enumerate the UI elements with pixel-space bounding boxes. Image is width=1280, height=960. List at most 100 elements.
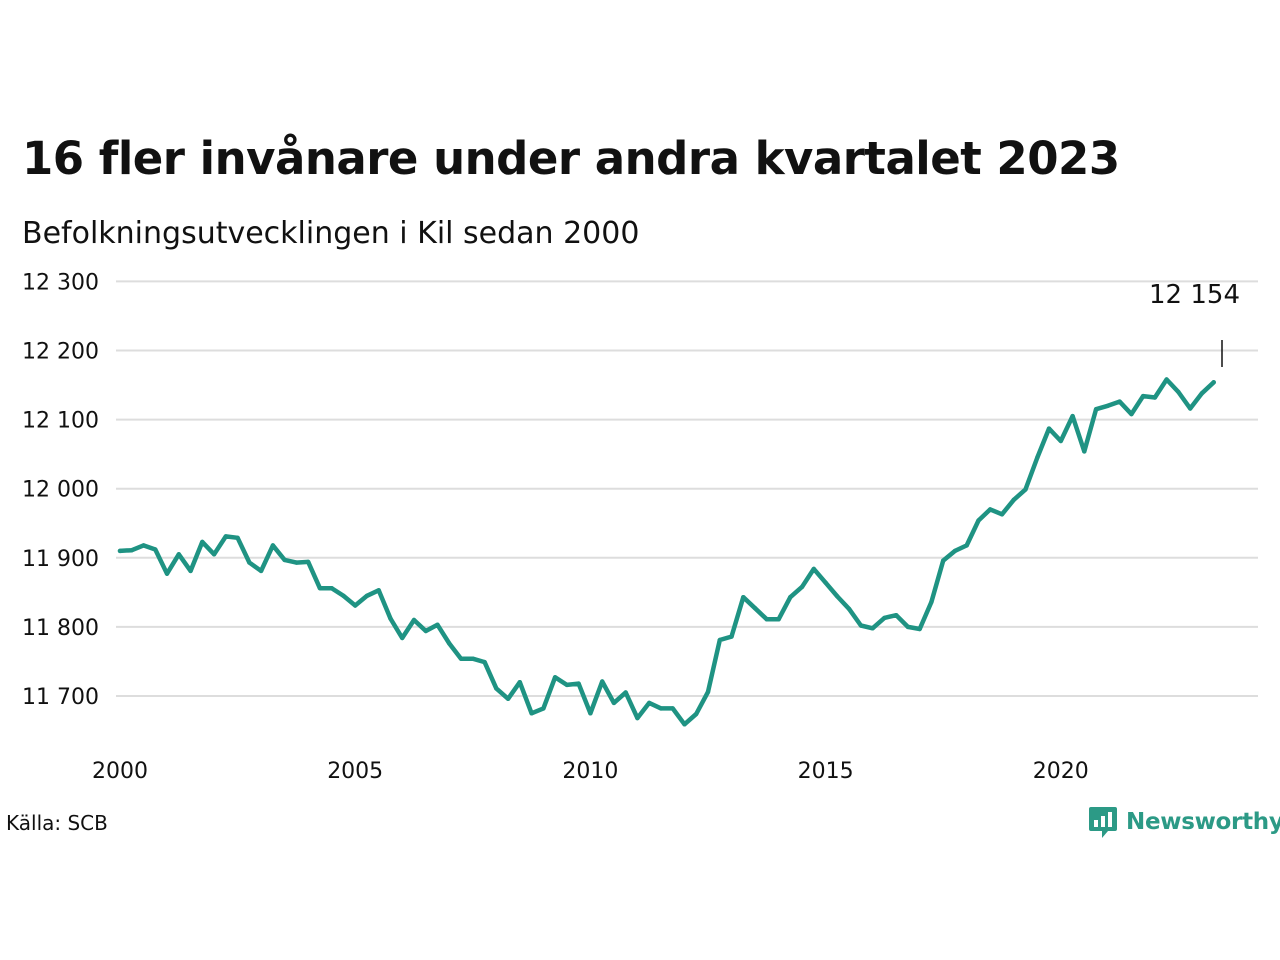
data-point <box>176 552 181 557</box>
data-point <box>341 593 346 598</box>
y-axis-tick-labels: 11 700 11 800 11 900 12 000 12 100 12 200 12 3… <box>22 270 99 710</box>
data-point <box>835 594 840 599</box>
data-point <box>117 548 123 554</box>
data-point <box>588 711 593 716</box>
data-point <box>200 539 205 545</box>
data-point <box>1035 455 1040 460</box>
data-point <box>846 606 852 612</box>
data-point <box>1129 411 1134 417</box>
data-point <box>376 588 381 593</box>
data-point <box>647 700 652 706</box>
data-point <box>235 535 240 540</box>
y-tick-label: 12 100 <box>22 409 99 434</box>
data-point <box>1023 487 1028 492</box>
data-point <box>776 617 781 622</box>
data-point <box>764 617 769 622</box>
brand-name: Newsworthy <box>1126 809 1280 835</box>
data-point <box>141 543 146 548</box>
data-point <box>600 679 605 684</box>
data-point <box>1117 399 1122 404</box>
data-point <box>482 659 487 665</box>
data-point <box>717 637 722 643</box>
data-point <box>458 656 464 661</box>
y-tick-label: 11 900 <box>22 547 99 572</box>
x-tick-label: 2015 <box>798 759 854 784</box>
x-tick-label: 2020 <box>1033 759 1089 784</box>
data-point <box>635 715 640 721</box>
brand-logo: Newsworthy <box>1088 804 1280 840</box>
data-point <box>976 518 981 523</box>
x-tick-label: 2005 <box>327 759 383 784</box>
data-point <box>1082 449 1087 454</box>
data-point <box>541 706 546 711</box>
data-point <box>447 641 452 646</box>
x-tick-label: 2010 <box>562 759 618 784</box>
last-value-label: 12 154 <box>1149 280 1240 310</box>
data-point <box>435 622 440 627</box>
data-point <box>658 706 664 711</box>
data-point <box>799 584 805 589</box>
data-point <box>505 696 511 701</box>
data-point <box>705 689 711 695</box>
data-point <box>223 534 228 539</box>
data-point <box>999 512 1005 517</box>
data-point <box>423 628 428 634</box>
data-point <box>552 675 558 680</box>
data-point <box>941 558 946 563</box>
data-point <box>1093 407 1099 412</box>
data-point <box>1199 391 1205 396</box>
data-point <box>741 595 746 600</box>
data-point <box>623 690 628 695</box>
data-point <box>576 681 581 686</box>
data-point <box>270 543 276 548</box>
y-tick-label: 11 800 <box>22 616 99 641</box>
chart-title: 16 fler invånare under andra kvartalet 2… <box>22 132 1120 185</box>
last-value-annotation: 12 154 <box>1149 280 1240 367</box>
data-point <box>188 568 193 574</box>
data-point <box>1152 395 1158 400</box>
data-point <box>411 617 417 623</box>
data-point <box>129 548 134 553</box>
data-point <box>1188 406 1193 411</box>
data-point <box>329 586 334 591</box>
data-point <box>258 568 264 574</box>
y-tick-label: 12 300 <box>22 270 99 295</box>
data-point <box>1046 426 1052 431</box>
data-point <box>306 559 311 565</box>
y-tick-label: 12 000 <box>22 478 99 503</box>
data-point <box>470 656 475 661</box>
data-point <box>611 700 617 706</box>
data-point <box>294 560 299 565</box>
data-point <box>1140 393 1146 399</box>
data-point <box>929 599 934 605</box>
y-tick-label: 11 700 <box>22 685 99 710</box>
data-point <box>811 566 816 572</box>
data-point <box>905 624 911 630</box>
chart-subtitle: Befolkningsutvecklingen i Kil sedan 2000 <box>22 216 640 251</box>
data-point <box>317 586 323 591</box>
data-point <box>670 706 675 711</box>
data-point <box>529 711 534 716</box>
data-point <box>1211 380 1216 385</box>
data-point <box>682 722 687 727</box>
series-layer <box>117 377 1216 727</box>
x-tick-label: 2000 <box>92 759 148 784</box>
population-series-line <box>117 377 1216 727</box>
data-point <box>364 593 370 598</box>
data-point <box>1011 497 1016 502</box>
data-point <box>1176 389 1181 395</box>
data-point <box>952 548 958 554</box>
data-point <box>694 711 699 717</box>
data-point <box>729 634 734 639</box>
data-point <box>164 571 170 576</box>
y-tick-label: 12 200 <box>22 340 99 365</box>
data-point <box>517 680 522 685</box>
data-point <box>494 686 499 691</box>
data-point <box>964 543 969 548</box>
data-point <box>400 635 405 641</box>
data-point <box>1164 377 1169 382</box>
data-point <box>823 580 828 585</box>
data-point <box>211 552 217 557</box>
data-point <box>564 682 570 688</box>
